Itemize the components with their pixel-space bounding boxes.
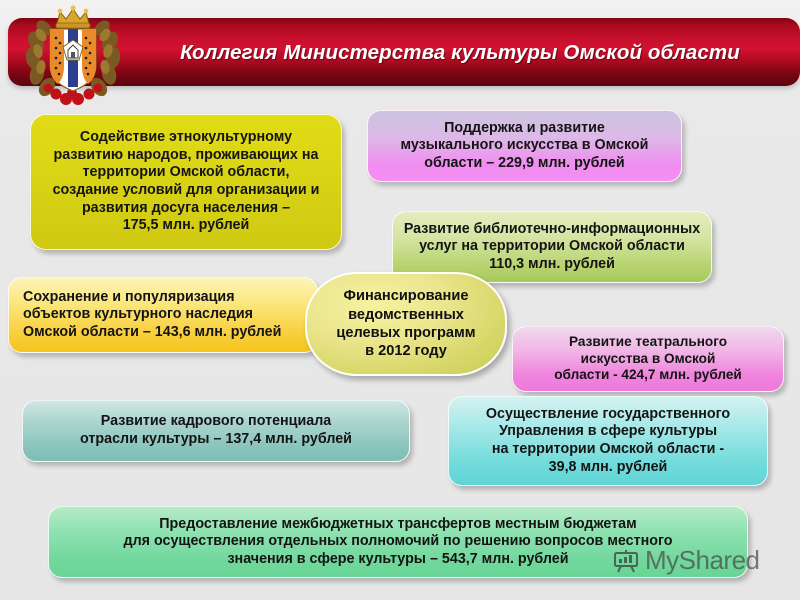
admin-line-1: Осуществление государственного xyxy=(485,405,731,422)
center-line-1: Финансирование xyxy=(343,288,469,305)
program-box-theatre[interactable]: Развитие театрального искусства в Омской… xyxy=(512,326,784,392)
theatre-line-2: искусства в Омской xyxy=(580,350,716,366)
transfers-amount: значения в сфере культуры – 543,7 млн. р… xyxy=(227,550,569,567)
program-box-ethnocultural[interactable]: Содействие этнокультурному развитию наро… xyxy=(30,114,342,250)
admin-line-3: на территории Омской области - xyxy=(491,441,725,457)
ethno-line-5: развития досуга населения – xyxy=(81,199,291,216)
theatre-amount: области - 424,7 млн. рублей xyxy=(554,367,742,383)
staff-amount: отрасли культуры – 137,4 млн. рублей xyxy=(80,431,352,447)
library-line-1: Развитие библиотечно-информационных xyxy=(403,220,701,237)
header-banner xyxy=(8,18,800,86)
music-line-2: музыкального искусства в Омской xyxy=(400,137,649,154)
ethno-line-4: создание условий для организации и xyxy=(52,182,320,198)
myshared-watermark: MyShared xyxy=(613,545,760,576)
center-line-3: целевых программ xyxy=(336,325,476,341)
page-title: Коллегия Министерства культуры Омской об… xyxy=(180,41,740,64)
heritage-line-2: объектов культурного наследия xyxy=(23,306,254,323)
program-box-state-administration[interactable]: Осуществление государственного Управлени… xyxy=(448,396,768,486)
heritage-line-1: Сохранение и популяризация xyxy=(23,288,235,305)
program-box-heritage[interactable]: Сохранение и популяризация объектов куль… xyxy=(8,277,318,353)
omsk-oblast-coat-of-arms-icon xyxy=(14,2,132,108)
admin-amount: 39,8 млн. рублей xyxy=(548,458,668,475)
center-hub-financing[interactable]: Финансирование ведомственных целевых про… xyxy=(305,272,507,376)
library-line-2: услуг на территории Омской области xyxy=(419,238,685,255)
program-box-music[interactable]: Поддержка и развитие музыкального искусс… xyxy=(367,110,682,182)
ethno-line-2: развитию народов, проживающих на xyxy=(53,146,319,163)
library-amount: 110,3 млн. рублей xyxy=(489,255,615,272)
staff-line-1: Развитие кадрового потенциала xyxy=(100,413,332,430)
center-line-2: ведомственных xyxy=(348,306,464,323)
program-box-intergovernmental-transfers[interactable]: Предоставление межбюджетных трансфертов … xyxy=(48,506,748,578)
center-line-4: в 2012 году xyxy=(365,343,447,360)
ethno-line-3: территории Омской области, xyxy=(82,164,290,181)
watermark-label: MyShared xyxy=(645,545,760,575)
music-line-1: Поддержка и развитие xyxy=(444,119,605,136)
program-box-library[interactable]: Развитие библиотечно-информационных услу… xyxy=(392,211,712,283)
ethno-amount: 175,5 млн. рублей xyxy=(122,217,250,234)
presentation-board-icon xyxy=(613,549,639,573)
music-amount: области – 229,9 млн. рублей xyxy=(424,154,625,171)
theatre-line-1: Развитие театрального xyxy=(568,333,727,349)
ethno-line-1: Содействие этнокультурному xyxy=(79,129,293,146)
heritage-amount: Омской области – 143,6 млн. рублей xyxy=(23,323,282,340)
program-box-staff-potential[interactable]: Развитие кадрового потенциала отрасли ку… xyxy=(22,400,410,462)
transfers-line-1: Предоставление межбюджетных трансфертов … xyxy=(159,515,637,532)
admin-line-2: Управления в сфере культуры xyxy=(498,423,718,440)
transfers-line-2: для осуществления отдельных полномочий п… xyxy=(123,533,673,550)
